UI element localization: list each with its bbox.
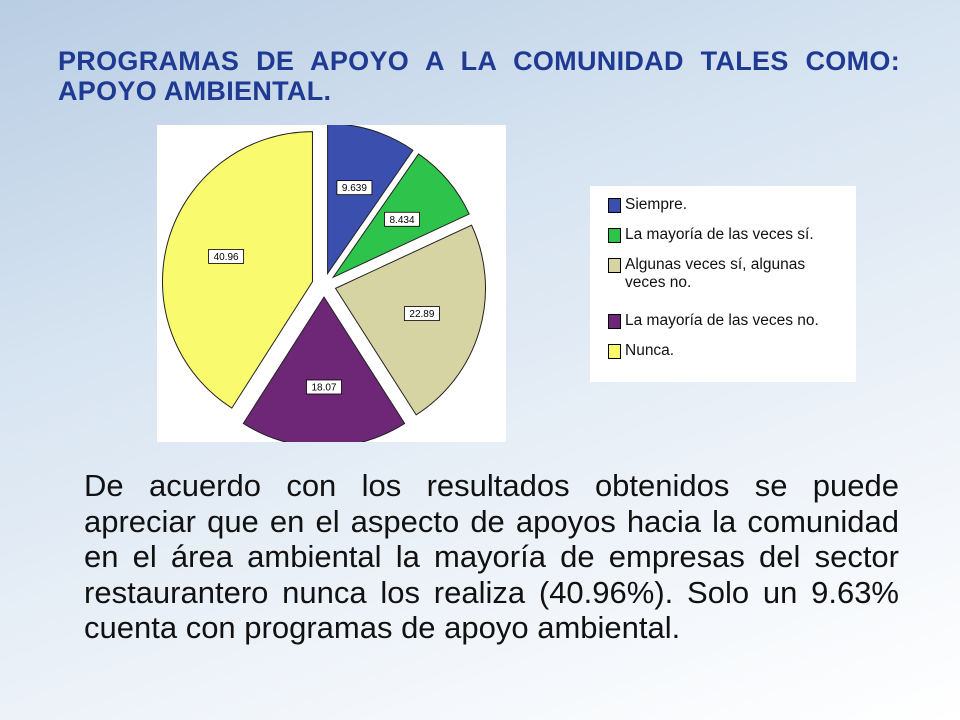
pie-value-label-2: 8.434 xyxy=(384,211,420,227)
legend-item-5: Nunca. xyxy=(608,342,845,360)
body-paragraph: De acuerdo con los resultados obtenidos … xyxy=(84,468,899,645)
legend-item-4: La mayoría de las veces no. xyxy=(608,312,845,330)
legend-item-3: Algunas veces sí, algunas veces no. xyxy=(608,256,845,292)
legend-label: La mayoría de las veces sí. xyxy=(625,226,814,243)
legend-item-1: Siempre. xyxy=(608,196,845,214)
slide-title: PROGRAMAS DE APOYO A LA COMUNIDAD TALES … xyxy=(58,46,900,106)
chart-legend: Siempre. La mayoría de las veces sí. Algun… xyxy=(590,186,856,382)
pie-value-label-1: 9.639 xyxy=(336,180,373,196)
legend-item-2: La mayoría de las veces sí. xyxy=(608,226,845,244)
svg-text:40.96: 40.96 xyxy=(214,252,239,263)
legend-swatch xyxy=(608,228,621,243)
legend-swatch xyxy=(608,198,621,213)
pie-slice-1 xyxy=(327,125,414,276)
svg-text:9.639: 9.639 xyxy=(342,183,367,194)
pie-slice-5 xyxy=(161,131,313,409)
svg-text:22.89: 22.89 xyxy=(409,309,434,320)
legend-label: Nunca. xyxy=(625,342,675,359)
legend-swatch xyxy=(608,314,621,329)
svg-text:8.434: 8.434 xyxy=(389,215,414,226)
legend-label: Algunas veces sí, algunas veces no. xyxy=(625,256,806,291)
legend-label: La mayoría de las veces no. xyxy=(625,312,819,329)
pie-value-label-4: 18.07 xyxy=(306,379,342,395)
legend-swatch xyxy=(608,344,621,359)
pie-chart: 9.639 8.434 22.89 18.07 40.96 xyxy=(157,125,506,442)
pie-chart-svg: 9.639 8.434 22.89 18.07 40.96 xyxy=(161,125,486,442)
svg-text:18.07: 18.07 xyxy=(311,383,336,394)
legend-swatch xyxy=(608,258,621,273)
pie-value-label-3: 22.89 xyxy=(404,306,440,321)
pie-slice-4 xyxy=(242,296,406,442)
pie-value-label-5: 40.96 xyxy=(208,249,244,264)
legend-label: Siempre. xyxy=(625,196,688,213)
